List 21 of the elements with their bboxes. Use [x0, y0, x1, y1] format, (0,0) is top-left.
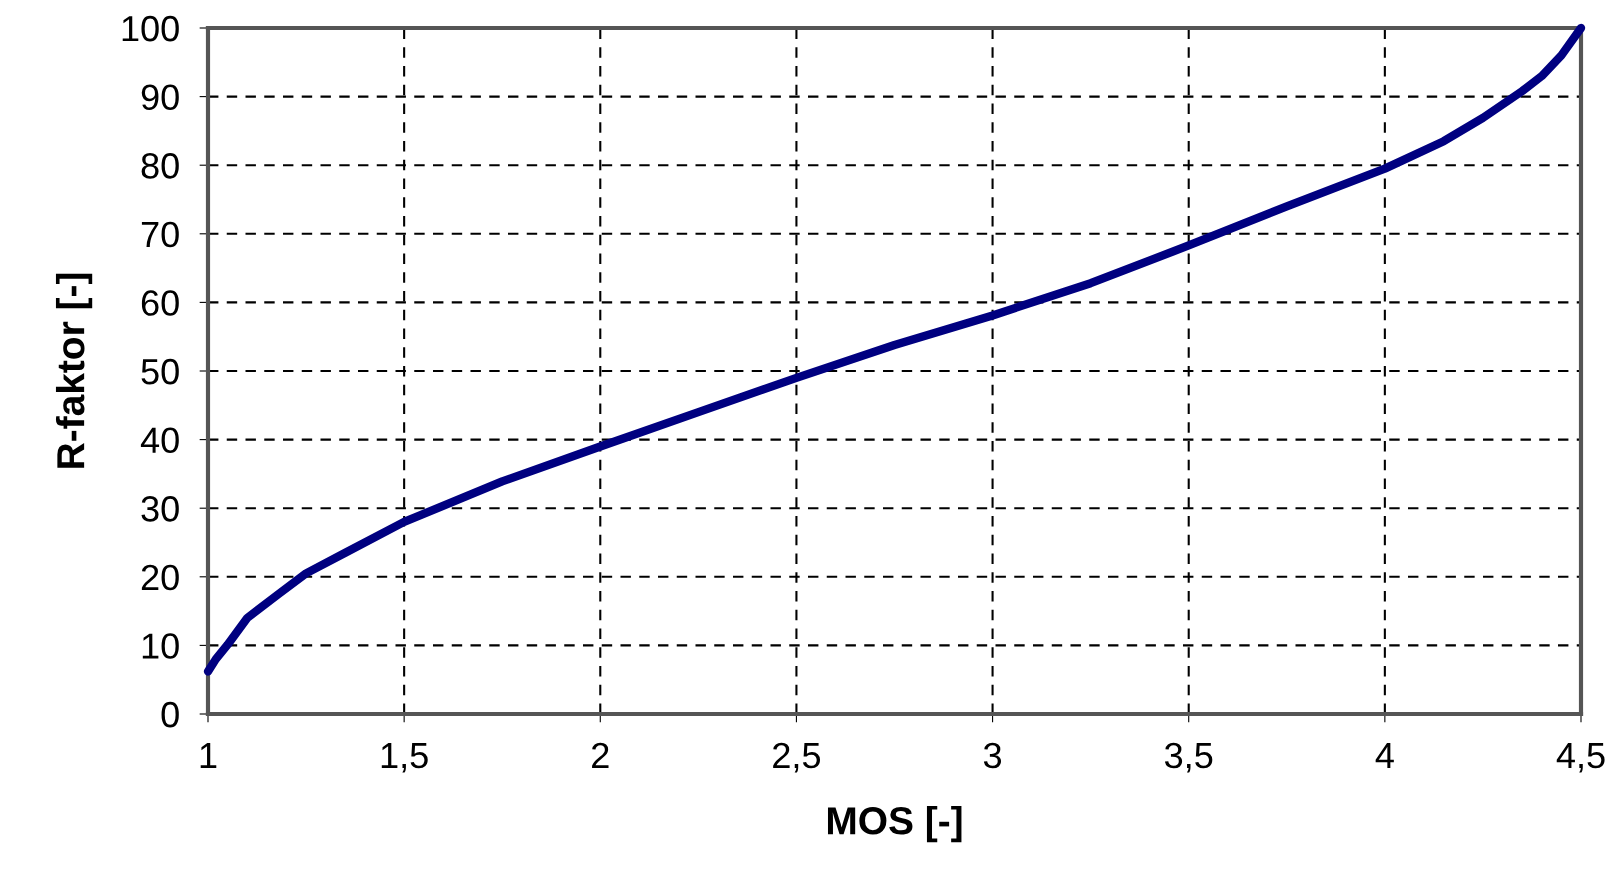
y-tick-label: 40: [140, 427, 179, 454]
y-tick-label: 60: [141, 290, 179, 316]
y-tick-label: 0: [161, 701, 179, 728]
x-tick-label: 3,5: [1164, 742, 1213, 773]
y-tick-label: 70: [141, 221, 179, 248]
y-tick-label: 10: [142, 633, 179, 659]
y-axis-title: R-faktor [-]: [55, 273, 93, 468]
x-tick-label: 4: [1375, 743, 1394, 768]
y-tick-label: 30: [141, 496, 179, 522]
x-tick-label: 1: [200, 743, 217, 768]
x-tick-label: 4,5: [1556, 743, 1605, 773]
x-tick-label: 2: [592, 742, 609, 768]
y-tick-label: 100: [122, 15, 179, 42]
y-tick-label: 80: [141, 153, 179, 179]
x-axis-title: MOS [-]: [827, 806, 962, 843]
y-tick-label: 90: [141, 84, 179, 111]
y-tick-label: 20: [141, 564, 179, 591]
x-tick-label: 2,5: [773, 742, 821, 773]
y-tick-label: 50: [141, 358, 179, 385]
x-tick-label: 1,5: [381, 743, 428, 773]
x-tick-label: 3: [983, 742, 1002, 769]
